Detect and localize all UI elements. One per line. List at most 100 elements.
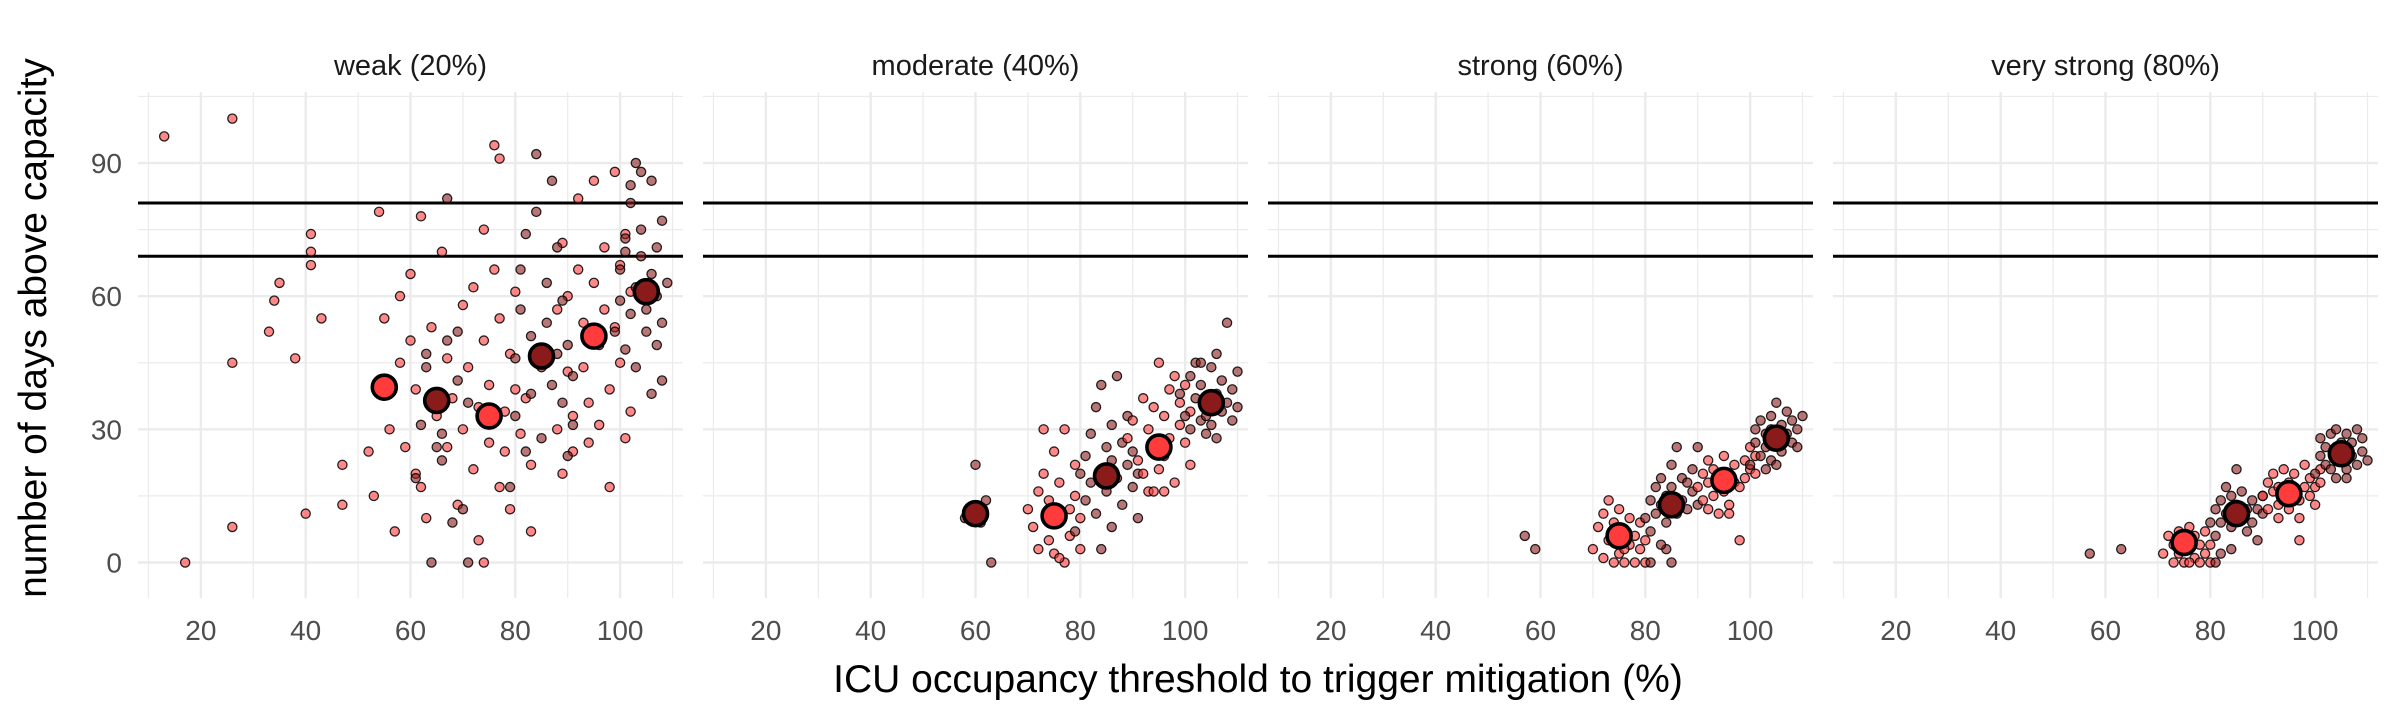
data-point: [614, 357, 626, 369]
data-point: [1158, 410, 1170, 422]
data-point: [620, 233, 631, 244]
data-point: [1206, 419, 1217, 431]
data-point: [588, 175, 600, 187]
facet-panel: strong (60%) 20 40 60 80 100: [1268, 50, 1813, 646]
data-point: [468, 464, 479, 475]
data-point: [1075, 468, 1086, 479]
data-point: [1179, 379, 1191, 391]
data-point: [557, 295, 568, 306]
data-point: [384, 424, 395, 435]
data-point: [2199, 526, 2211, 537]
data-point: [1022, 503, 1034, 515]
data-point: [635, 224, 647, 235]
data-point: [1587, 543, 1599, 555]
x-tick-label: 60: [1525, 615, 1556, 646]
data-point: [436, 455, 448, 466]
data-point: [2205, 539, 2216, 550]
data-point: [468, 282, 479, 293]
data-point: [2226, 543, 2237, 555]
data-point: [557, 397, 568, 408]
data-point: [368, 490, 380, 502]
data-point: [583, 437, 594, 448]
data-point: [1227, 384, 1238, 395]
data-point: [1169, 477, 1180, 488]
x-tick-label: 40: [1985, 615, 2016, 646]
data-point: [2215, 495, 2227, 506]
data-point: [541, 277, 553, 289]
data-point: [1132, 512, 1144, 524]
data-point: [2236, 486, 2247, 497]
data-point: [447, 517, 458, 528]
data-point: [363, 446, 374, 457]
data-point: [588, 277, 600, 289]
y-tick-label: 90: [91, 148, 122, 179]
data-point: [1792, 441, 1803, 453]
data-point: [1598, 508, 1609, 519]
x-tick-label: 20: [185, 615, 216, 646]
data-point: [1232, 401, 1243, 413]
y-axis-title: number of days above capacity: [12, 58, 55, 598]
data-point: [1143, 424, 1154, 435]
data-point: [625, 308, 636, 320]
data-point: [510, 353, 521, 364]
data-point: [1106, 521, 1118, 533]
data-point: [1054, 552, 1065, 564]
data-point: [489, 140, 500, 151]
mean-point: [2170, 528, 2198, 557]
data-point: [483, 379, 495, 391]
data-point: [515, 264, 526, 275]
data-point: [1519, 530, 1531, 542]
data-point: [1169, 370, 1180, 382]
data-point: [2246, 495, 2258, 506]
x-tick-label: 40: [1420, 615, 1451, 646]
data-point: [504, 481, 516, 493]
x-tick-label: 100: [597, 615, 644, 646]
data-point: [2199, 548, 2211, 559]
data-point: [1101, 441, 1112, 453]
mean-point: [527, 342, 556, 370]
data-point: [1080, 495, 1091, 506]
data-point: [2168, 557, 2179, 568]
x-tick-label: 60: [395, 615, 426, 646]
data-point: [1661, 517, 1672, 528]
data-point: [1206, 361, 1217, 373]
data-point: [541, 317, 553, 329]
data-point: [1645, 526, 1656, 537]
data-point: [420, 512, 432, 524]
data-point: [1122, 432, 1133, 444]
data-point: [1174, 397, 1186, 408]
data-point: [525, 526, 537, 537]
data-point: [179, 557, 191, 568]
data-point: [2257, 490, 2268, 502]
data-point: [614, 264, 626, 275]
data-point: [1148, 486, 1159, 497]
data-point: [2315, 432, 2326, 444]
data-point: [263, 326, 275, 337]
data-point: [651, 339, 663, 351]
data-point: [379, 313, 390, 324]
data-point: [452, 375, 463, 386]
mean-point: [632, 277, 661, 306]
data-point: [1127, 446, 1138, 457]
data-point: [441, 353, 453, 364]
data-point: [1729, 459, 1740, 471]
data-point: [405, 268, 416, 280]
data-point: [2194, 557, 2206, 568]
data-point: [457, 299, 469, 311]
data-point: [1692, 441, 1703, 453]
data-point: [656, 317, 668, 329]
data-point: [1185, 459, 1196, 471]
data-point: [1195, 357, 1207, 369]
data-point: [274, 277, 285, 289]
data-point: [656, 215, 668, 226]
data-point: [1650, 508, 1662, 519]
data-point: [1739, 472, 1751, 484]
points-group: [1519, 397, 1808, 568]
data-point: [1671, 441, 1683, 453]
data-point: [1619, 557, 1630, 568]
data-point: [478, 224, 490, 235]
mean-point: [475, 402, 503, 430]
mean-point: [1657, 490, 1686, 519]
data-point: [1666, 481, 1677, 493]
data-point: [158, 131, 170, 142]
